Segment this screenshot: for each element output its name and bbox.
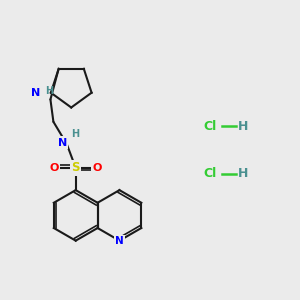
Text: N: N [31,88,40,98]
Text: Cl: Cl [203,167,217,180]
Text: O: O [92,163,102,173]
Text: N: N [115,236,124,246]
Text: H: H [71,129,79,139]
Text: N: N [58,138,67,148]
Text: S: S [71,161,80,174]
Text: H: H [45,86,53,96]
Text: O: O [50,163,59,173]
Text: H: H [238,167,248,180]
Text: Cl: Cl [203,120,217,133]
Text: H: H [238,120,248,133]
